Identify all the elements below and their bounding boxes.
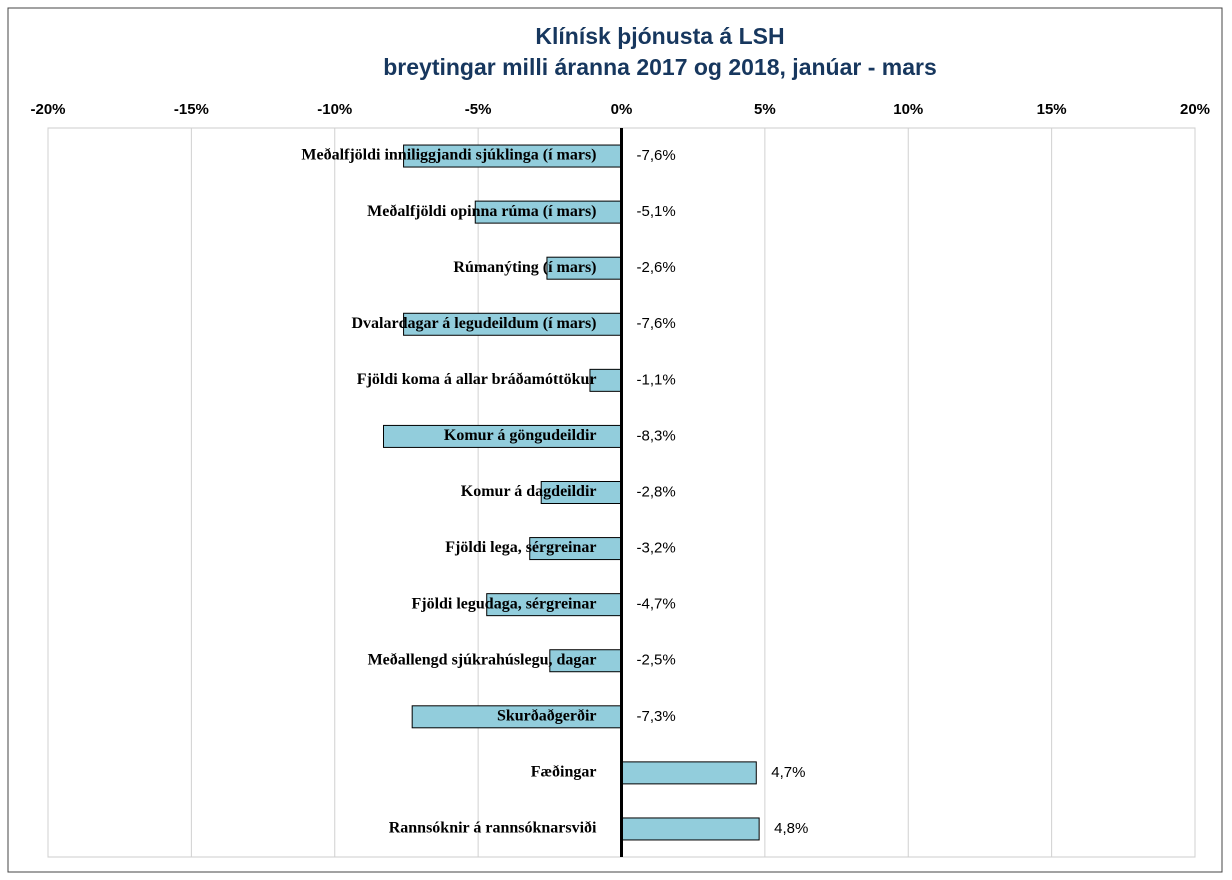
category-label: Meðalfjöldi opinna rúma (í mars) xyxy=(367,203,596,220)
value-label: -2,5% xyxy=(637,652,676,669)
x-tick-label: -15% xyxy=(174,101,209,118)
category-label: Fæðingar xyxy=(531,764,597,781)
category-label: Rúmanýting (í mars) xyxy=(453,259,596,276)
value-label: -1,1% xyxy=(637,371,676,388)
x-tick-label: 5% xyxy=(754,101,776,118)
category-label: Rannsóknir á rannsóknarsviði xyxy=(389,820,597,837)
category-label: Komur á dagdeildir xyxy=(461,483,597,500)
value-label: 4,8% xyxy=(774,820,808,837)
chart-subtitle: breytingar milli áranna 2017 og 2018, ja… xyxy=(383,54,937,80)
value-label: -8,3% xyxy=(637,427,676,444)
x-tick-label: -5% xyxy=(465,101,492,118)
category-label: Fjöldi legudaga, sérgreinar xyxy=(411,595,596,612)
value-label: -7,6% xyxy=(637,315,676,332)
x-tick-label: 10% xyxy=(893,101,923,118)
category-label: Fjöldi lega, sérgreinar xyxy=(445,539,596,556)
category-label: Skurðaðgerðir xyxy=(497,707,597,724)
value-label: 4,7% xyxy=(771,764,805,781)
value-label: -3,2% xyxy=(637,540,676,557)
bar xyxy=(621,761,757,785)
x-tick-label: 20% xyxy=(1180,101,1210,118)
category-label: Fjöldi koma á allar bráðamóttökur xyxy=(357,371,597,388)
category-label: Meðallengd sjúkrahúslegu, dagar xyxy=(368,651,597,668)
bar xyxy=(621,817,760,841)
x-tick-label: -10% xyxy=(317,101,352,118)
value-label: -5,1% xyxy=(637,203,676,220)
value-label: -7,3% xyxy=(637,708,676,725)
x-tick-label: 15% xyxy=(1037,101,1067,118)
value-label: -7,6% xyxy=(637,147,676,164)
value-label: -2,8% xyxy=(637,483,676,500)
category-label: Meðalfjöldi inniliggjandi sjúklinga (í m… xyxy=(301,147,596,164)
category-label: Dvalardagar á legudeildum (í mars) xyxy=(351,315,596,332)
x-tick-label: -20% xyxy=(30,101,65,118)
value-label: -4,7% xyxy=(637,596,676,613)
chart-title: Klínísk þjónusta á LSH xyxy=(535,23,784,49)
x-tick-label: 0% xyxy=(611,101,633,118)
value-label: -2,6% xyxy=(637,259,676,276)
category-label: Komur á göngudeildir xyxy=(444,427,597,444)
